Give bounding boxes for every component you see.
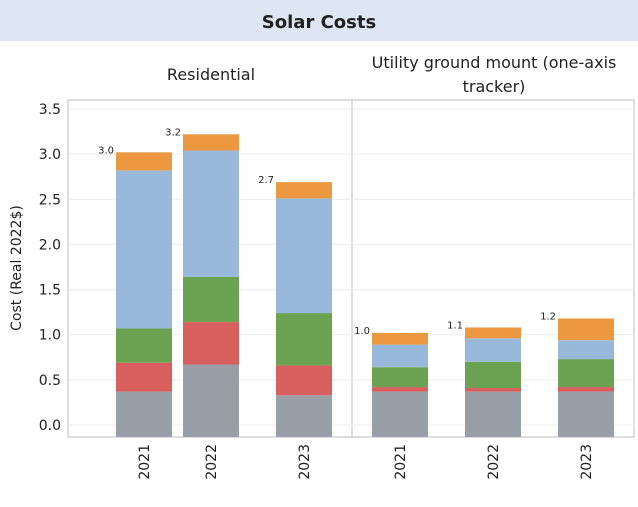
bar-segment-red — [558, 387, 614, 392]
panel-title-residential: Residential — [167, 65, 255, 84]
total-label: 1.1 — [447, 320, 463, 331]
bar-segment-green — [116, 328, 172, 363]
bar-segment-blue — [116, 170, 172, 329]
total-labels: 3.0 3.2 2.7 1.0 1.1 1.2 — [98, 127, 556, 337]
bars — [116, 134, 614, 437]
chart-title: Solar Costs — [262, 12, 376, 33]
x-tick-labels: 2021 2022 2023 2021 2022 2023 — [137, 444, 595, 480]
bar-segment-gray — [558, 391, 614, 437]
bar-segment-blue — [372, 344, 428, 368]
y-tick-label: 2.5 — [39, 192, 61, 208]
y-tick-label: 0.0 — [39, 418, 61, 434]
bar-segment-gray — [465, 391, 521, 437]
y-tick-label: 2.0 — [39, 237, 61, 253]
bar-segment-green — [372, 367, 428, 388]
bar-segment-gray — [276, 395, 332, 437]
bar-segment-orange — [372, 332, 428, 345]
bar-segment-orange — [558, 318, 614, 341]
bar-segment-green — [183, 276, 239, 323]
bar-segment-red — [465, 387, 521, 392]
bar-segment-blue — [183, 150, 239, 277]
title-band — [0, 0, 638, 41]
total-label: 3.0 — [98, 145, 114, 156]
panel-title-utility-line1: Utility ground mount (one-axis — [372, 53, 617, 72]
bar-segment-gray — [372, 391, 428, 437]
bar-segment-gray — [116, 391, 172, 437]
bar-segment-orange — [465, 327, 521, 339]
y-tick-label: 3.5 — [39, 102, 61, 118]
bar-segment-red — [116, 362, 172, 392]
y-ticks: 0.0 0.5 1.0 1.5 2.0 2.5 3.0 3.5 — [39, 102, 61, 434]
total-label: 1.2 — [540, 311, 556, 322]
x-tick-label: 2021 — [393, 444, 409, 480]
x-tick-label: 2023 — [297, 444, 313, 480]
bar-segment-red — [183, 322, 239, 365]
bar-segment-orange — [276, 182, 332, 199]
bar-segment-orange — [116, 152, 172, 171]
total-label: 2.7 — [258, 175, 274, 186]
y-tick-label: 1.0 — [39, 328, 61, 344]
x-tick-label: 2022 — [204, 444, 220, 480]
y-tick-label: 0.5 — [39, 373, 61, 389]
x-tick-label: 2021 — [137, 444, 153, 480]
total-label: 1.0 — [354, 326, 370, 337]
plot-frame — [67, 99, 635, 438]
bar-segment-blue — [276, 198, 332, 314]
y-tick-label: 1.5 — [39, 283, 61, 299]
bar-segment-orange — [183, 134, 239, 151]
total-label: 3.2 — [165, 127, 181, 138]
x-tick-label: 2022 — [486, 444, 502, 480]
bar-segment-red — [372, 387, 428, 392]
x-tick-label: 2023 — [579, 444, 595, 480]
bar-segment-green — [276, 313, 332, 366]
bar-segment-green — [465, 361, 521, 388]
y-tick-label: 3.0 — [39, 147, 61, 163]
bar-segment-green — [558, 359, 614, 388]
bar-segment-blue — [558, 340, 614, 360]
bar-segment-blue — [465, 338, 521, 362]
y-axis-title: Cost (Real 2022$) — [9, 205, 25, 331]
bar-segment-gray — [183, 364, 239, 437]
bar-segment-red — [276, 365, 332, 396]
panel-title-utility-line2: tracker) — [463, 77, 526, 96]
